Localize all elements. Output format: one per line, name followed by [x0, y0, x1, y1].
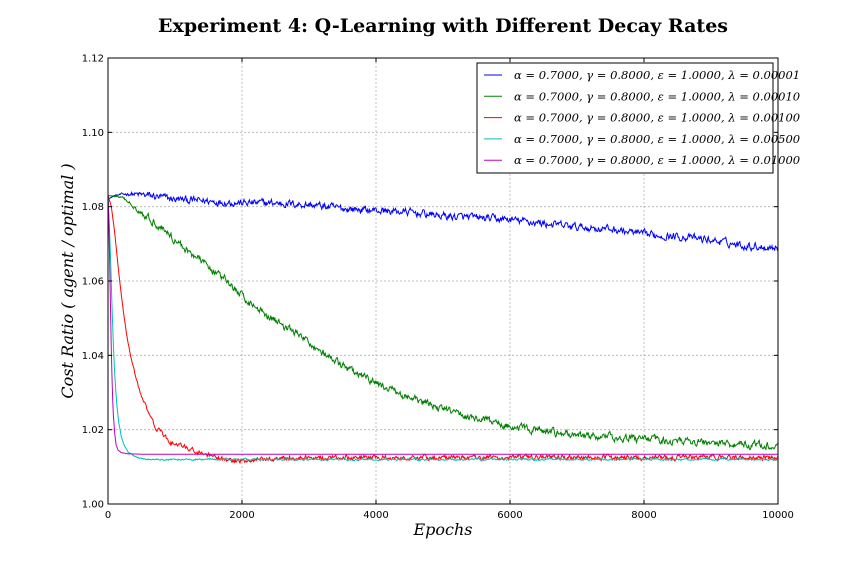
x-tick-label: 10000 [762, 510, 794, 521]
series-line-4 [108, 195, 778, 462]
legend-box [476, 62, 774, 174]
y-tick-label: 1.00 [82, 500, 104, 511]
legend-label-3: α = 0.7000, γ = 0.8000, ε = 1.0000, λ = … [514, 111, 800, 125]
legend-label-5: α = 0.7000, γ = 0.8000, ε = 1.0000, λ = … [514, 153, 800, 167]
x-axis-label: Epochs [412, 520, 472, 539]
x-tick-label: 8000 [631, 510, 656, 521]
series-line-5 [108, 195, 778, 455]
x-tick-label: 4000 [363, 510, 388, 521]
legend-label-4: α = 0.7000, γ = 0.8000, ε = 1.0000, λ = … [514, 132, 800, 146]
axis-ticks [107, 57, 779, 505]
series-layer [108, 190, 778, 465]
y-tick-label: 1.12 [82, 54, 104, 65]
chart-title: Experiment 4: Q-Learning with Different … [158, 15, 728, 37]
legend-label-1: α = 0.7000, γ = 0.8000, ε = 1.0000, λ = … [514, 68, 800, 82]
y-axis-label: Cost Ratio ( agent / optimal ) [58, 163, 77, 398]
series-line-2 [108, 195, 778, 451]
series-line-1 [108, 190, 778, 253]
x-tick-label: 2000 [229, 510, 254, 521]
y-tick-label: 1.04 [82, 351, 104, 362]
y-tick-label: 1.08 [82, 202, 104, 213]
x-tick-label: 0 [105, 510, 111, 521]
y-tick-label: 1.02 [82, 425, 104, 436]
legend-label-2: α = 0.7000, γ = 0.8000, ε = 1.0000, λ = … [514, 89, 800, 103]
x-tick-label: 6000 [497, 510, 522, 521]
tick-labels: 0 2000 4000 6000 8000 10000 1.00 1.02 1.04 1.06 1.… [82, 54, 794, 522]
y-tick-label: 1.06 [82, 277, 104, 288]
y-tick-label: 1.10 [82, 128, 104, 139]
legend: α = 0.7000, γ = 0.8000, ε = 1.0000, λ = … [476, 62, 800, 174]
